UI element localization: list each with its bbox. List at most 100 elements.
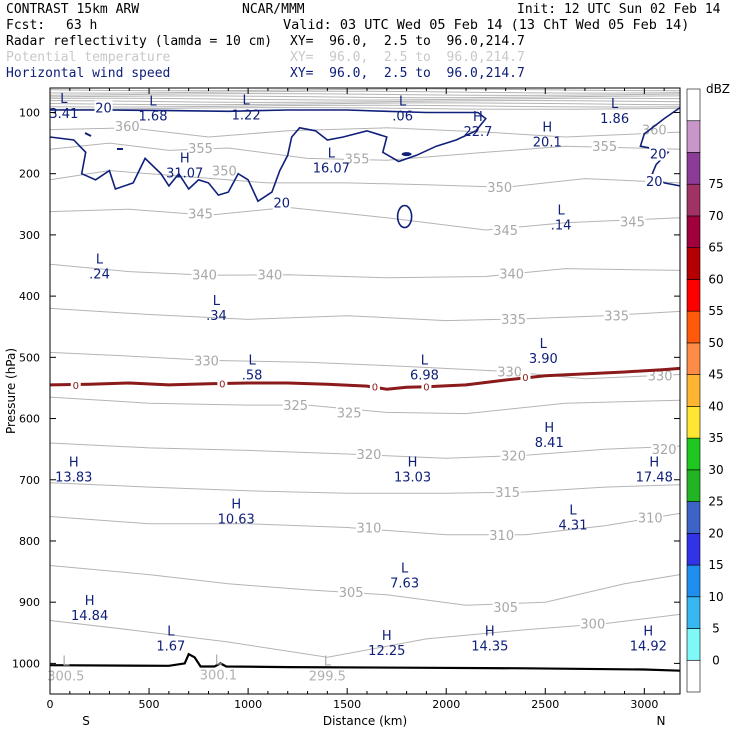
wind-label-bg — [94, 100, 113, 115]
wind-contour-20 — [49, 109, 487, 203]
theta-label: 325 — [337, 406, 362, 421]
extremum-marker-L: L — [540, 337, 548, 352]
extremum-marker-L: L — [215, 653, 223, 668]
extremum-value: 1.86 — [600, 112, 629, 127]
colorbar-swatch — [686, 310, 701, 344]
extremum-value: .24 — [89, 268, 110, 283]
theta-label-bg — [193, 353, 220, 368]
theta-contour-340 — [49, 263, 681, 279]
theta-label-bg — [647, 368, 674, 383]
theta-label: 335 — [501, 313, 526, 328]
extremum-value: 20.1 — [533, 135, 562, 150]
extremum-marker-L: L — [149, 95, 157, 110]
extremum-marker-H: H — [69, 456, 79, 471]
colorbar-swatch — [686, 183, 701, 217]
theta-label-bg — [187, 140, 214, 155]
extremum-value: .06 — [392, 110, 413, 125]
theta-contour-325 — [49, 396, 681, 415]
x-tick-label: 1000 — [234, 698, 262, 711]
colorbar-swatch — [686, 374, 701, 407]
extremum-value: 14.84 — [71, 609, 108, 624]
reflectivity-zero-contour: 0 0 0 0 0 — [49, 366, 681, 394]
extremum-value: 10.63 — [218, 512, 255, 527]
extremum-marker-H: H — [382, 629, 392, 644]
extremum-value: 4.31 — [559, 518, 588, 533]
reflectivity-zero-label: 0 — [423, 383, 429, 394]
theta-label: 330 — [194, 354, 219, 369]
y-tick-label: 400 — [19, 290, 40, 303]
theta-label: 320 — [501, 449, 526, 464]
theta-upper-contour — [49, 88, 681, 92]
theta-label: 340 — [499, 267, 524, 282]
colorbar-swatch — [686, 628, 701, 661]
theta-label: 355 — [592, 140, 617, 155]
theta-label-bg — [498, 266, 525, 281]
extremum-marker-L: L — [399, 95, 407, 110]
colorbar-swatch — [686, 469, 701, 502]
colorbar-swatch — [686, 501, 701, 534]
y-tick-label: 300 — [19, 229, 40, 242]
extremum-value: .14 — [551, 219, 572, 234]
extremum-value: 6.98 — [410, 369, 439, 384]
theta-label: 340 — [257, 269, 282, 284]
theta-label-bg — [579, 616, 606, 631]
theta-label-bg — [114, 118, 141, 133]
y-tick-label: 700 — [19, 474, 40, 487]
theta-upper-contour — [49, 93, 681, 96]
header-fcst-value: 63 h — [66, 18, 98, 33]
theta-label-bg — [211, 163, 238, 178]
colorbar-swatch — [686, 247, 701, 280]
colorbar-swatch — [686, 279, 701, 312]
y-tick-label: 800 — [19, 535, 40, 548]
field-name-wind: Horizontal wind speed — [6, 66, 171, 81]
colorbar-swatch — [686, 88, 701, 122]
extremum-marker-L: L — [213, 294, 221, 309]
extremum-marker-L: L — [248, 354, 256, 369]
theta-label-bg — [338, 584, 365, 599]
reflectivity-label-bg — [520, 370, 531, 383]
theta-label: 305 — [493, 601, 518, 616]
theta-label: 360 — [642, 124, 667, 139]
theta-label-bg — [488, 527, 515, 542]
colorbar-level-label: 30 — [708, 463, 723, 477]
wind-contour-label: 20 — [646, 175, 663, 190]
theta-upper-contour — [49, 90, 681, 94]
theta-label-bg — [355, 520, 382, 535]
header-init: Init: 12 UTC Sun 02 Feb 14 — [517, 2, 721, 17]
colorbar-swatch — [686, 406, 701, 439]
colorbar-swatch — [686, 342, 701, 375]
extremum-marker-H: H — [649, 456, 659, 471]
colorbar-unit: dBZ — [706, 82, 730, 96]
plot-frame — [49, 87, 681, 695]
extremum-marker-L: L — [421, 354, 429, 369]
extremum-value: 7.63 — [390, 577, 419, 592]
colorbar-level-label: 25 — [708, 495, 723, 509]
theta-label: 315 — [495, 486, 520, 501]
y-tick-label: 1000 — [12, 657, 40, 670]
y-tick-label: 900 — [19, 596, 40, 609]
extremum-marker-L: L — [401, 562, 409, 577]
wind-contour-label: 20 — [274, 196, 291, 211]
y-tick-label: 200 — [19, 168, 40, 181]
reflectivity-zero-line — [49, 366, 681, 391]
reflectivity-zero-label: 0 — [219, 380, 225, 391]
extremum-value: 3.90 — [529, 352, 558, 367]
theta-label-bg — [603, 308, 630, 323]
x-tick-label: 1500 — [333, 698, 361, 711]
theta-label-bg — [591, 139, 618, 154]
theta-label-bg — [619, 214, 646, 229]
reflectivity-label-bg — [217, 377, 228, 390]
theta-label-bg — [256, 267, 283, 282]
theta-label: 310 — [638, 512, 663, 527]
header-model: CONTRAST 15km ARW — [6, 2, 140, 17]
field-xy-reflectivity: XY= 96.0, 2.5 to 96.0,214.7 — [290, 34, 525, 49]
x-end-label-south: S — [82, 714, 90, 728]
extremum-value: 22.7 — [463, 125, 492, 140]
extremum-value: 14.35 — [471, 640, 508, 655]
wind-contour-island — [401, 152, 412, 157]
wind-label-bg — [649, 146, 668, 161]
extremum-marker-H: H — [643, 625, 653, 640]
extremum-value: 16.07 — [313, 162, 350, 177]
